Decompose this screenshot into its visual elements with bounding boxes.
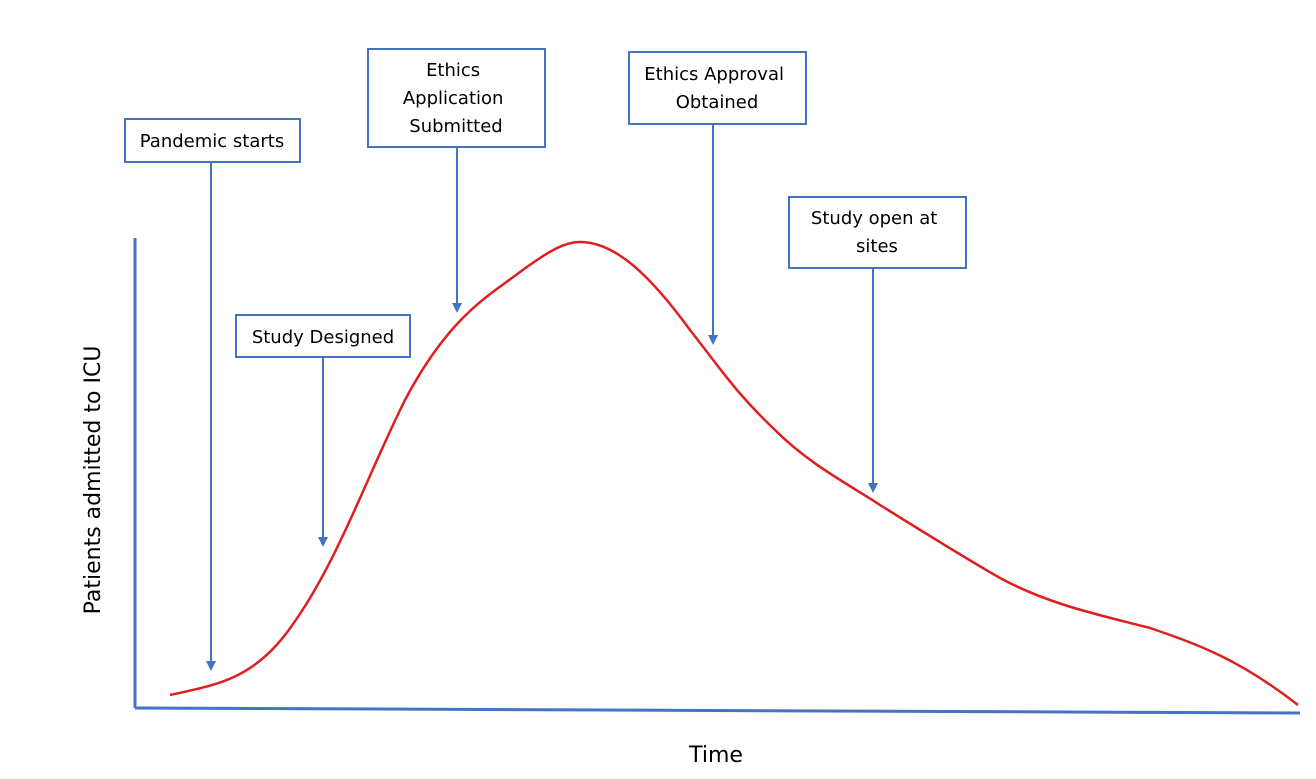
svg-text:Study Designed: Study Designed — [252, 327, 394, 348]
study-designed-box: Study Designed — [235, 314, 411, 358]
y-axis-label: Patients admitted to ICU — [81, 346, 106, 615]
svg-text:Ethics Approval Obtained: Ethics Approval Obtained — [644, 64, 789, 113]
study-designed-label: Study Designed — [252, 327, 394, 348]
ethics-application-line-2: Application — [403, 88, 504, 109]
x-axis-line — [134, 706, 1301, 715]
icu-admissions-curve — [169, 240, 1299, 706]
x-axis-label: Time — [688, 743, 743, 768]
svg-text:Ethics Application: Ethics Application Submitted — [403, 60, 509, 137]
study-open-line-1: Study open at — [811, 208, 937, 229]
ethics-approval-obtained-box: Ethics Approval Obtained — [628, 51, 807, 125]
ethics-approval-line-2: Obtained — [676, 92, 759, 113]
svg-text:Study open at sites: Study open at sites — [811, 208, 943, 257]
pandemic-starts-label: Pandemic starts — [140, 131, 284, 152]
ethics-approval-line-1: Ethics Approval — [644, 64, 784, 85]
study-open-line-2: sites — [856, 236, 898, 257]
pandemic-starts-box: Pandemic starts — [124, 118, 301, 163]
study-open-at-sites-box: Study open at sites — [788, 196, 967, 269]
svg-text:Pandemic starts: Pandemic starts — [140, 131, 284, 152]
ethics-application-line-1: Ethics — [426, 60, 480, 81]
ethics-application-line-3: Submitted — [409, 116, 502, 137]
ethics-application-submitted-box: Ethics Application Submitted — [367, 48, 546, 148]
